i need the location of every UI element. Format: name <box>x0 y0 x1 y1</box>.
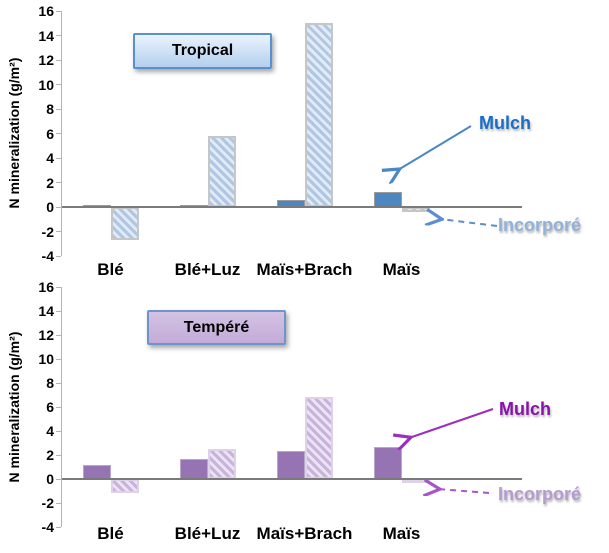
y-tick-label: 8 <box>46 375 54 391</box>
y-tick-label: 16 <box>38 279 54 295</box>
y-tick-label: 0 <box>46 199 54 215</box>
y-axis-tick <box>56 157 61 159</box>
y-axis-tick <box>56 108 61 110</box>
bar-mulch-4 <box>373 446 402 479</box>
x-category-label: Maïs <box>382 524 421 543</box>
y-axis-tick <box>56 526 61 528</box>
y-tick-label: -2 <box>41 495 54 511</box>
x-category-label: Blé+Luz <box>174 524 241 543</box>
y-axis-tick <box>56 59 61 61</box>
bar-incorpore-1 <box>110 207 139 241</box>
y-tick-label: 16 <box>38 3 54 19</box>
mulch-arrow <box>398 125 472 170</box>
y-tick-label: 8 <box>46 101 54 117</box>
y-axis-line <box>61 11 62 256</box>
y-axis-tick <box>56 35 61 36</box>
bar-mulch-2 <box>179 458 208 479</box>
bar-incorpore-3 <box>304 23 333 207</box>
y-tick-label: 12 <box>38 327 54 343</box>
y-tick-label: 6 <box>46 125 54 142</box>
y-axis-tick <box>56 430 61 432</box>
y-axis-tick <box>56 255 61 257</box>
y-axis-tick <box>56 182 61 183</box>
bar-incorpore-1 <box>110 479 139 494</box>
legend-label-incorpore: Incorporé <box>498 215 582 235</box>
x-category-label: Blé <box>97 260 124 279</box>
y-tick-label: 6 <box>46 399 54 415</box>
legend-label-mulch: Mulch <box>499 399 551 419</box>
zero-baseline <box>62 206 522 208</box>
x-category-label: Maïs <box>382 260 421 279</box>
y-axis-tick <box>56 133 61 134</box>
y-axis-tick <box>56 406 61 408</box>
zero-baseline <box>62 478 522 480</box>
x-category-label: Blé+Luz <box>174 260 241 279</box>
bar-incorpore-3 <box>304 397 333 479</box>
y-tick-label: 12 <box>38 52 54 68</box>
y-tick-label: 4 <box>46 150 54 166</box>
chart-tropical: N mineralization (g/m²) Tropical 16 14 12 1… <box>6 3 582 279</box>
y-axis-tick <box>56 478 61 480</box>
mulch-arrow <box>409 408 494 438</box>
chart-title-tropical: Tropical <box>133 33 272 69</box>
y-tick-label: -2 <box>41 223 54 240</box>
x-category-label: Maïs+Brach <box>256 524 353 543</box>
y-axis-tick <box>56 10 61 12</box>
x-category-label: Blé <box>97 524 124 543</box>
y-axis-line <box>61 287 62 527</box>
y-tick-label: 10 <box>38 76 54 93</box>
bar-incorpore-2 <box>207 449 236 479</box>
y-axis-tick <box>56 206 61 208</box>
y-axis-tick <box>56 502 61 504</box>
y-axis-tick <box>56 382 61 384</box>
bar-incorpore-2 <box>207 135 236 207</box>
chart-title-tempere: Tempéré <box>147 310 286 345</box>
y-axis-tick <box>56 231 61 232</box>
y-axis-tick <box>56 310 61 312</box>
y-tick-label: 2 <box>46 174 54 191</box>
legend-label-incorpore: Incorporé <box>498 484 582 504</box>
chart-tempere: N mineralization (g/m²) Tempéré 16 14 12 10… <box>0 277 609 553</box>
bar-mulch-4 <box>373 192 402 207</box>
chart-title-label: Tempéré <box>183 318 250 336</box>
bar-mulch-1 <box>82 464 111 479</box>
incorpore-arrow <box>440 219 498 227</box>
incorpore-arrow <box>438 489 490 493</box>
y-tick-label: 4 <box>46 423 54 439</box>
legend-label-mulch: Mulch <box>479 113 531 133</box>
y-tick-label: 0 <box>46 471 54 487</box>
y-axis-tick <box>56 358 61 360</box>
chart-title-label: Tropical <box>171 42 234 59</box>
x-category-label: Maïs+Brach <box>256 260 353 279</box>
bar-mulch-3 <box>276 451 305 479</box>
y-tick-label: 14 <box>38 303 54 319</box>
y-tick-label: -4 <box>41 519 54 535</box>
y-axis-tick <box>56 454 61 456</box>
y-tick-label: -4 <box>41 248 54 264</box>
y-axis-tick <box>56 286 61 288</box>
y-axis-tick <box>56 84 61 85</box>
y-tick-label: 14 <box>38 27 54 44</box>
y-axis-tick <box>56 334 61 336</box>
y-tick-label: 10 <box>38 351 54 367</box>
y-tick-label: 2 <box>46 447 54 463</box>
